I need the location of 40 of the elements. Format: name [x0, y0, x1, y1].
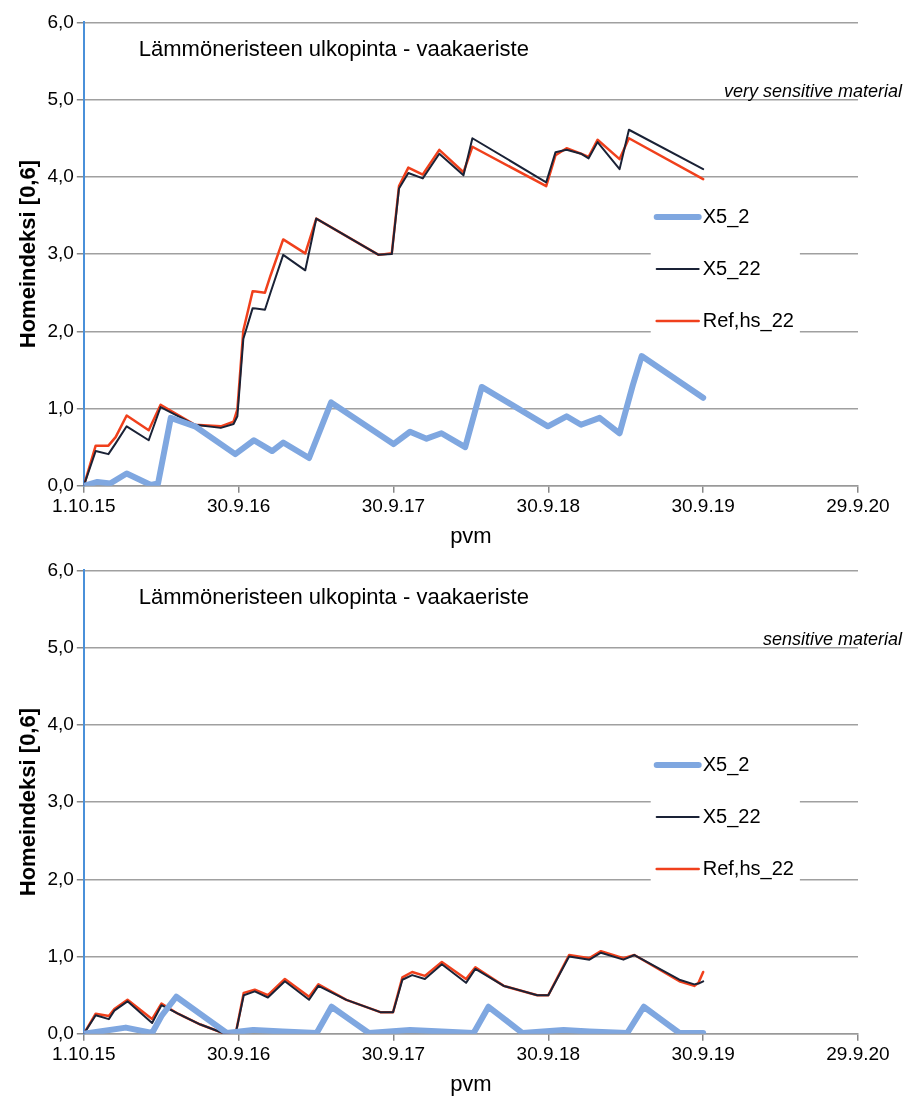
y-tick-label: 4,0	[47, 713, 74, 735]
legend-label: Ref,hs_22	[702, 308, 794, 332]
y-tick-label: 2,0	[47, 867, 74, 889]
x-tick-label: 30.9.19	[671, 1043, 735, 1065]
x-tick-label: 29.9.20	[826, 495, 890, 517]
legend-label: Ref,hs_22	[702, 856, 794, 880]
text: Lämmöneristeen ulkopinta - vaakaeriste	[138, 36, 529, 62]
y-axis-title: Homeindeksi [0,6]	[15, 159, 41, 349]
legend-label: X5_22	[702, 256, 761, 280]
x-tick-label: 30.9.18	[516, 1043, 581, 1065]
legend-label: X5_22	[702, 804, 761, 828]
x-tick-label: 30.9.19	[671, 495, 735, 517]
y-tick-label: 3,0	[47, 242, 74, 264]
x-tick-label: 30.9.16	[206, 1043, 271, 1065]
text: very sensitive material	[723, 81, 903, 102]
y-tick-label: 5,0	[47, 635, 74, 657]
legend-label: X5_2	[702, 752, 750, 776]
y-tick-label: 1,0	[47, 396, 74, 418]
y-tick-label: 5,0	[47, 87, 74, 109]
x-axis-title: pvm	[450, 1070, 492, 1096]
x-tick-label: 1.10.15	[52, 1043, 116, 1065]
text: sensitive material	[762, 629, 903, 650]
x-tick-label: 30.9.17	[361, 1043, 426, 1065]
x-tick-label: 30.9.16	[206, 495, 271, 517]
y-axis-title: Homeindeksi [0,6]	[15, 707, 41, 897]
y-tick-label: 1,0	[47, 944, 74, 966]
x-axis-title: pvm	[450, 522, 492, 548]
y-tick-label: 2,0	[47, 319, 74, 341]
y-tick-label: 0,0	[47, 1022, 74, 1044]
x-tick-label: 30.9.18	[516, 495, 581, 517]
y-tick-label: 6,0	[47, 10, 74, 32]
text: Lämmöneristeen ulkopinta - vaakaeriste	[138, 584, 529, 610]
y-tick-label: 0,0	[47, 474, 74, 496]
y-tick-label: 3,0	[47, 790, 74, 812]
x-tick-label: 1.10.15	[52, 495, 116, 517]
x-tick-label: 30.9.17	[361, 495, 426, 517]
y-tick-label: 4,0	[47, 165, 74, 187]
y-tick-label: 6,0	[47, 558, 74, 580]
x-tick-label: 29.9.20	[826, 1043, 890, 1065]
legend-label: X5_2	[702, 204, 750, 228]
